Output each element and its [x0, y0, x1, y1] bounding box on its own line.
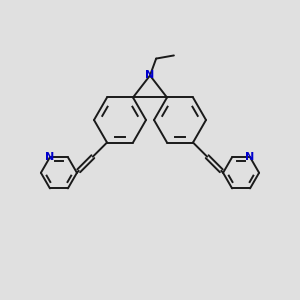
Text: N: N	[245, 152, 255, 162]
Text: N: N	[45, 152, 55, 162]
Text: N: N	[146, 70, 154, 80]
